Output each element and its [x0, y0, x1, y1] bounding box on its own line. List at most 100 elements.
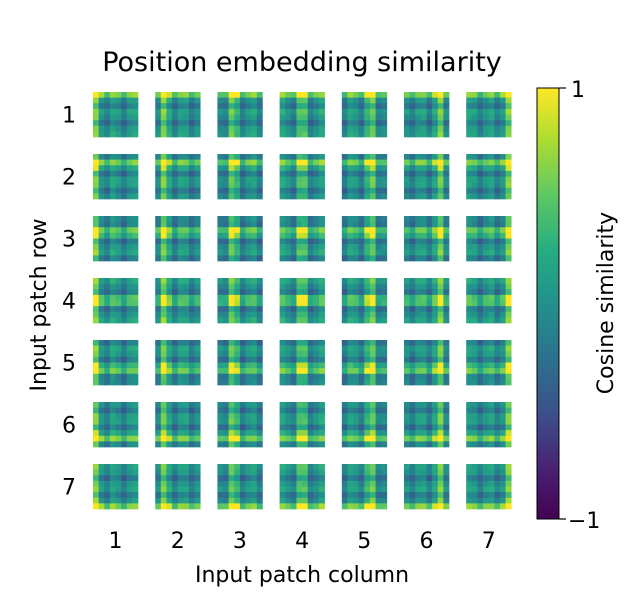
heatmap-cell [217, 182, 224, 189]
heatmap-cell [239, 221, 246, 228]
heatmap-cell [98, 227, 105, 234]
heatmap-cell [155, 255, 162, 262]
heatmap-cell [364, 108, 371, 115]
heatmap-cell [443, 103, 450, 110]
heatmap-cell [313, 125, 320, 132]
heatmap-cell [126, 503, 133, 510]
heatmap-cell [364, 131, 371, 138]
heatmap-cell [188, 131, 195, 138]
heatmap-cell [132, 159, 139, 166]
heatmap-cell [245, 108, 252, 115]
heatmap-cell [194, 424, 201, 431]
chart-title: Position embedding similarity [102, 47, 502, 78]
heatmap-cell [437, 497, 444, 504]
heatmap-cell [483, 255, 490, 262]
heatmap-cell [126, 154, 133, 160]
heatmap-cell [194, 356, 201, 363]
heatmap-cell [443, 283, 450, 290]
heatmap-cell [93, 289, 99, 296]
heatmap-cell [93, 362, 99, 369]
heatmap-cell [375, 244, 382, 251]
heatmap-cell [126, 216, 133, 222]
heatmap-cell [172, 480, 179, 487]
heatmap-cell [172, 418, 179, 425]
heatmap-cell [234, 227, 241, 234]
heatmap-cell [313, 227, 320, 234]
heatmap-cell [358, 249, 365, 256]
heatmap-cell [296, 176, 303, 183]
heatmap-cell [234, 278, 241, 284]
heatmap-cell [420, 306, 427, 313]
heatmap-cell [172, 120, 179, 127]
heatmap-cell [488, 278, 495, 284]
heatmap-cell [279, 424, 286, 431]
heatmap-cell [409, 317, 416, 324]
heatmap-cell [477, 92, 484, 98]
heatmap-cell [369, 306, 376, 313]
heatmap-cell [364, 486, 371, 493]
heatmap-cell [477, 503, 484, 510]
heatmap-cell [302, 249, 309, 256]
heatmap-cell [307, 486, 314, 493]
heatmap-cell [290, 176, 297, 183]
heatmap-cell [404, 356, 410, 363]
heatmap-cell [172, 103, 179, 110]
heatmap-cell [375, 418, 382, 425]
heatmap-cell [347, 283, 354, 290]
heatmap-cell [341, 424, 348, 431]
heatmap-cell [296, 244, 303, 251]
heatmap-cell [381, 108, 388, 115]
heatmap-cell [409, 441, 416, 448]
heatmap-cell [471, 340, 478, 346]
heatmap-cell [466, 97, 473, 104]
heatmap-cell [318, 244, 325, 251]
heatmap-cell [375, 278, 382, 284]
heatmap-cell [471, 480, 478, 487]
heatmap-cell [223, 289, 229, 296]
heatmap-cell [104, 497, 111, 504]
heatmap-cell [166, 435, 173, 442]
heatmap-cell [285, 165, 292, 172]
heatmap-cell [505, 289, 512, 296]
heatmap-cell [364, 227, 371, 234]
heatmap-cell [93, 154, 99, 160]
heatmap-cell [313, 340, 320, 346]
heatmap-cell [234, 249, 241, 256]
heatmap-cell [432, 108, 439, 115]
heatmap-cell [375, 92, 382, 98]
heatmap-cell [483, 176, 490, 183]
heatmap-cell [381, 187, 388, 194]
heatmap-cell [177, 402, 184, 408]
heatmap-cell [404, 125, 410, 132]
heatmap-cell [160, 480, 167, 487]
heatmap-cell [466, 187, 473, 194]
heatmap-cell [364, 238, 371, 245]
heatmap-cell [217, 424, 224, 431]
heatmap-cell [381, 176, 388, 183]
heatmap-cell [234, 402, 241, 408]
heatmap-cell [358, 379, 365, 386]
heatmap-cell [256, 497, 263, 504]
heatmap-cell [177, 407, 184, 414]
heatmap-cell [358, 131, 365, 138]
heatmap-cell [443, 469, 450, 476]
heatmap-cell [420, 317, 427, 324]
heatmap-cell [404, 464, 410, 470]
heatmap-cell [239, 216, 246, 222]
heatmap-cell [488, 492, 495, 499]
heatmap-cell [483, 492, 490, 499]
heatmap-cell [353, 368, 360, 375]
heatmap-cell [126, 475, 133, 482]
heatmap-cell [437, 317, 444, 324]
heatmap-cell [477, 317, 484, 324]
heatmap-cell [126, 317, 133, 324]
heatmap-cell [296, 345, 303, 352]
heatmap-cell [369, 351, 376, 358]
heatmap-cell [415, 97, 422, 104]
heatmap-cell [381, 356, 388, 363]
heatmap-cell [194, 283, 201, 290]
heatmap-cell [347, 469, 354, 476]
heatmap-cell [188, 125, 195, 132]
heatmap-cell [505, 108, 512, 115]
heatmap-cell [109, 221, 116, 228]
